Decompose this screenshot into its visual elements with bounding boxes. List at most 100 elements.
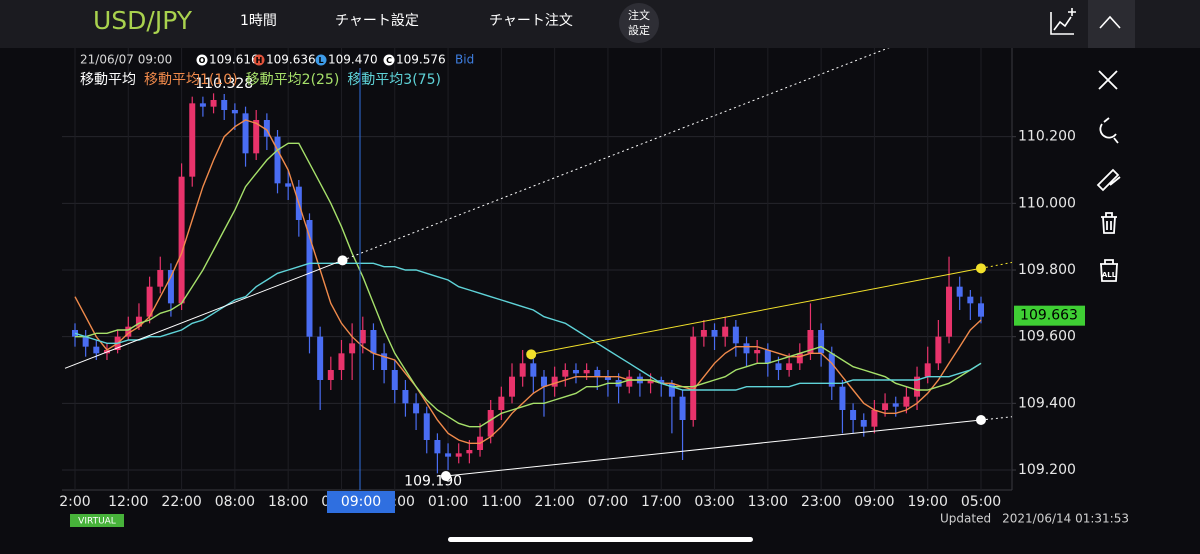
candle-body	[455, 453, 462, 457]
candle-body	[572, 370, 579, 374]
trendline-anchor	[976, 415, 986, 425]
candle-body	[253, 120, 260, 154]
candle-body	[189, 103, 196, 177]
icon-line	[1053, 16, 1072, 31]
price-type: Bid	[455, 53, 474, 67]
y-tick-label: 109.800	[1018, 262, 1076, 278]
virtual-badge	[70, 514, 124, 527]
symbol[interactable]: USD/JPY	[93, 6, 193, 35]
candle-body	[157, 270, 164, 287]
candle-body	[338, 353, 345, 370]
candle-body	[530, 363, 537, 377]
collapse-button[interactable]	[1088, 0, 1135, 48]
candle-body	[551, 376, 558, 387]
candle-body	[519, 363, 526, 377]
x-tick-label: 23:00	[801, 494, 841, 510]
candle-body	[583, 370, 590, 374]
candle-body	[167, 270, 174, 304]
candle-body	[626, 376, 633, 387]
crosshair-label-box	[327, 491, 395, 513]
candle-body	[509, 376, 516, 397]
candle-body	[434, 440, 441, 454]
trendline-anchor	[976, 263, 986, 274]
candle-body	[327, 370, 334, 380]
candle-body	[882, 403, 889, 410]
candle-body	[540, 376, 547, 387]
ohlc-icon-letter: L	[318, 56, 323, 65]
candle-body	[317, 336, 324, 380]
x-tick-label: 08:00	[215, 494, 255, 510]
candle-body	[967, 296, 974, 304]
candle-body	[668, 383, 675, 397]
virtual-text: VIRTUAL	[78, 517, 116, 527]
trendline	[64, 259, 343, 369]
candle-body	[594, 370, 601, 377]
candle-body	[796, 353, 803, 364]
updated-time: 2021/06/14 01:31:53	[1002, 512, 1129, 526]
y-tick-label: 110.000	[1018, 195, 1076, 211]
home-indicator	[448, 537, 753, 542]
y-tick-label: 110.200	[1018, 129, 1076, 145]
candle-body	[306, 220, 313, 337]
candle-body	[423, 413, 430, 440]
ohlc-value: 109.616	[209, 53, 259, 67]
ohlc-icon-letter: H	[256, 56, 263, 65]
candle-body	[711, 330, 718, 337]
candle-body	[722, 326, 729, 337]
plot-area	[62, 48, 1012, 490]
candle-body	[210, 100, 217, 107]
high-label: 110.328	[195, 76, 253, 92]
x-tick-label: 17:00	[641, 494, 681, 510]
x-tick-label: 19:00	[908, 494, 948, 510]
candle-body	[647, 380, 654, 384]
crosshair-label: 09:00	[341, 494, 381, 510]
candle-body	[359, 330, 366, 344]
trendline-anchor	[440, 471, 451, 481]
candle-body	[892, 403, 899, 407]
draw-icon[interactable]	[1096, 168, 1121, 192]
trendline	[445, 419, 982, 477]
top-bar	[0, 0, 1200, 48]
add-indicator-icon[interactable]	[1050, 8, 1076, 35]
candle-body	[487, 410, 494, 437]
candle-body	[413, 403, 420, 414]
candle-body	[93, 346, 100, 354]
candle-body	[263, 120, 270, 137]
ohlc-icon	[315, 54, 327, 66]
legend-entry: 移動平均1(10)	[144, 72, 238, 88]
trendline-extension	[980, 416, 1012, 421]
candle-body	[935, 336, 942, 364]
updated-label: Updated	[940, 512, 991, 526]
candle-body	[370, 330, 377, 354]
trendline-anchor	[526, 349, 537, 360]
candle-body	[700, 330, 707, 337]
order-settings-button[interactable]	[619, 3, 659, 43]
candle-body	[562, 370, 569, 377]
chart-order[interactable]: チャート注文	[489, 13, 573, 29]
candle-body	[839, 386, 846, 410]
y-tick-label: 109.200	[1018, 462, 1076, 478]
candle-body	[221, 100, 228, 110]
timeframe[interactable]: 1時間	[240, 13, 277, 29]
magnet-icon[interactable]	[1099, 117, 1119, 144]
x-tick-label: 21:00	[534, 494, 574, 510]
order-settings-line[interactable]: 注文	[628, 8, 650, 22]
close-icon[interactable]	[1098, 70, 1118, 90]
chart-settings[interactable]: チャート設定	[335, 13, 419, 29]
candle-body	[146, 286, 153, 317]
candle-body	[764, 350, 771, 364]
ohlc-value: 109.470	[328, 53, 378, 67]
candle-body	[402, 390, 409, 404]
candle-body	[349, 343, 356, 354]
candle-body	[466, 450, 473, 454]
order-settings-line[interactable]: 設定	[628, 23, 650, 37]
x-tick-label: 22:00	[161, 494, 201, 510]
ohlc-icon	[196, 54, 208, 66]
delete-all-text: ALL	[1102, 271, 1117, 279]
delete-all-icon[interactable]	[1100, 259, 1118, 282]
delete-icon[interactable]	[1101, 212, 1117, 234]
ohlc-icon	[253, 54, 265, 66]
